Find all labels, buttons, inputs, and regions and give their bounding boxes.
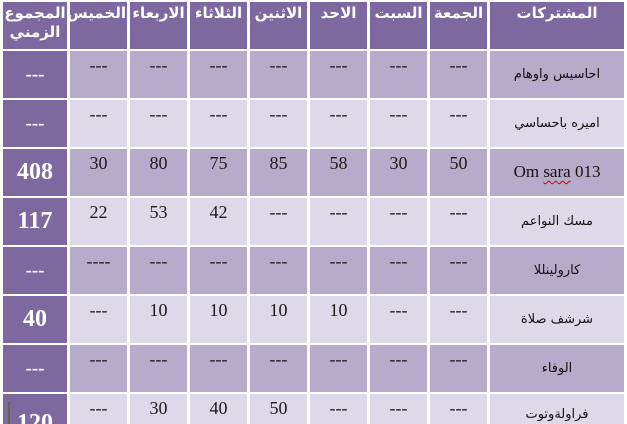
- cell-value[interactable]: ---: [250, 247, 307, 294]
- cell-value[interactable]: ---: [370, 394, 427, 424]
- column-header-wednesday[interactable]: الاربعاء: [130, 2, 187, 49]
- total-time-cell[interactable]: ---: [3, 51, 67, 98]
- cell-value[interactable]: ---: [250, 198, 307, 245]
- total-time-cell[interactable]: 117: [3, 198, 67, 245]
- cell-value[interactable]: ---: [250, 100, 307, 147]
- total-time-cell[interactable]: 40: [3, 296, 67, 343]
- cell-value[interactable]: 10: [130, 296, 187, 343]
- total-time-cell[interactable]: 120: [3, 394, 67, 424]
- participant-name[interactable]: Om sara 013: [490, 149, 624, 196]
- cell-value[interactable]: ---: [310, 100, 367, 147]
- cell-value[interactable]: ---: [310, 247, 367, 294]
- cell-value[interactable]: 80: [130, 149, 187, 196]
- participant-name[interactable]: كارولينللا: [490, 247, 624, 294]
- total-time-cell[interactable]: ---: [3, 247, 67, 294]
- cell-value[interactable]: ---: [430, 100, 487, 147]
- cell-value[interactable]: 42: [190, 198, 247, 245]
- cell-value[interactable]: 50: [250, 394, 307, 424]
- table-row: احاسيس واوهام --- --- --- --- --- --- --…: [3, 51, 624, 98]
- table-row: كارولينللا --- --- --- --- --- --- ---- …: [3, 247, 624, 294]
- table-row: مسك النواعم --- --- --- --- 42 53 22 117: [3, 198, 624, 245]
- table-row: شرشف صلاة --- --- 10 10 10 10 --- 40: [3, 296, 624, 343]
- name-text: فراولةوتوت: [525, 406, 589, 422]
- cell-value[interactable]: 75: [190, 149, 247, 196]
- cell-value[interactable]: ---: [130, 100, 187, 147]
- cell-value[interactable]: ---: [70, 296, 127, 343]
- cell-value[interactable]: ---: [430, 345, 487, 392]
- cell-value[interactable]: ---: [430, 51, 487, 98]
- table-row: اميره باحساسي --- --- --- --- --- --- --…: [3, 100, 624, 147]
- cell-value[interactable]: 10: [250, 296, 307, 343]
- total-time-cell[interactable]: 408: [3, 149, 67, 196]
- cell-value[interactable]: ---: [190, 100, 247, 147]
- cell-value[interactable]: ---: [70, 51, 127, 98]
- table-row: فراولةوتوت2010 --- --- --- 50 40 30 --- …: [3, 394, 624, 424]
- cell-value[interactable]: ---: [430, 394, 487, 424]
- cell-value[interactable]: ---: [370, 345, 427, 392]
- cell-value[interactable]: 50: [430, 149, 487, 196]
- cell-value[interactable]: 30: [70, 149, 127, 196]
- cell-value[interactable]: 30: [370, 149, 427, 196]
- column-header-saturday[interactable]: السبت: [370, 2, 427, 49]
- cell-value[interactable]: ---: [310, 394, 367, 424]
- misspelled-word: sara: [543, 162, 571, 182]
- cell-value[interactable]: 30: [130, 394, 187, 424]
- cell-value[interactable]: ---: [310, 51, 367, 98]
- cell-value[interactable]: ---: [310, 345, 367, 392]
- name-text: Om: [513, 162, 544, 182]
- cell-value[interactable]: ---: [70, 394, 127, 424]
- cell-value[interactable]: ---: [190, 51, 247, 98]
- participant-name[interactable]: احاسيس واوهام: [490, 51, 624, 98]
- cell-value[interactable]: ---: [70, 345, 127, 392]
- cell-value[interactable]: ---: [430, 296, 487, 343]
- cell-value[interactable]: ---: [130, 247, 187, 294]
- participant-name[interactable]: الوفاء: [490, 345, 624, 392]
- cell-value[interactable]: 40: [190, 394, 247, 424]
- participant-name[interactable]: اميره باحساسي: [490, 100, 624, 147]
- cell-value[interactable]: ---: [310, 198, 367, 245]
- cell-value[interactable]: ---: [70, 100, 127, 147]
- column-header-monday[interactable]: الاثنين: [250, 2, 307, 49]
- column-header-friday[interactable]: الجمعة: [430, 2, 487, 49]
- cell-value[interactable]: ---: [370, 296, 427, 343]
- cell-value[interactable]: ---: [370, 198, 427, 245]
- cell-value[interactable]: 58: [310, 149, 367, 196]
- total-time-cell[interactable]: ---: [3, 100, 67, 147]
- cell-value[interactable]: 85: [250, 149, 307, 196]
- cell-value[interactable]: ---: [370, 100, 427, 147]
- header-row: المشتركات الجمعة السبت الاحد الاثنين الث…: [3, 2, 624, 49]
- cell-value[interactable]: 53: [130, 198, 187, 245]
- table-row: Om sara 013 50 30 58 85 75 80 30 408: [3, 149, 624, 196]
- total-value: 120: [17, 410, 53, 424]
- column-header-sunday[interactable]: الاحد: [310, 2, 367, 49]
- column-header-thursday[interactable]: الخميس: [70, 2, 127, 49]
- table-row: الوفاء --- --- --- --- --- --- --- ---: [3, 345, 624, 392]
- cell-value[interactable]: ---: [370, 247, 427, 294]
- participant-name[interactable]: مسك النواعم: [490, 198, 624, 245]
- cell-value[interactable]: 22: [70, 198, 127, 245]
- cell-value[interactable]: ----: [70, 247, 127, 294]
- column-header-tuesday[interactable]: الثلاثاء: [190, 2, 247, 49]
- column-header-participants[interactable]: المشتركات: [490, 2, 624, 49]
- column-header-total-time[interactable]: المجموع الزمني: [3, 2, 67, 49]
- cell-value[interactable]: 10: [310, 296, 367, 343]
- cell-value[interactable]: ---: [430, 247, 487, 294]
- participant-name[interactable]: فراولةوتوت2010: [490, 394, 624, 424]
- cell-value[interactable]: ---: [370, 51, 427, 98]
- text-cursor: [8, 402, 10, 424]
- participant-name[interactable]: شرشف صلاة: [490, 296, 624, 343]
- total-time-cell[interactable]: ---: [3, 345, 67, 392]
- name-text: 013: [570, 162, 601, 182]
- cell-value[interactable]: ---: [250, 345, 307, 392]
- cell-value[interactable]: ---: [130, 51, 187, 98]
- cell-value[interactable]: ---: [190, 345, 247, 392]
- cell-value[interactable]: ---: [430, 198, 487, 245]
- cell-value[interactable]: 10: [190, 296, 247, 343]
- cell-value[interactable]: ---: [190, 247, 247, 294]
- cell-value[interactable]: ---: [250, 51, 307, 98]
- cell-value[interactable]: ---: [130, 345, 187, 392]
